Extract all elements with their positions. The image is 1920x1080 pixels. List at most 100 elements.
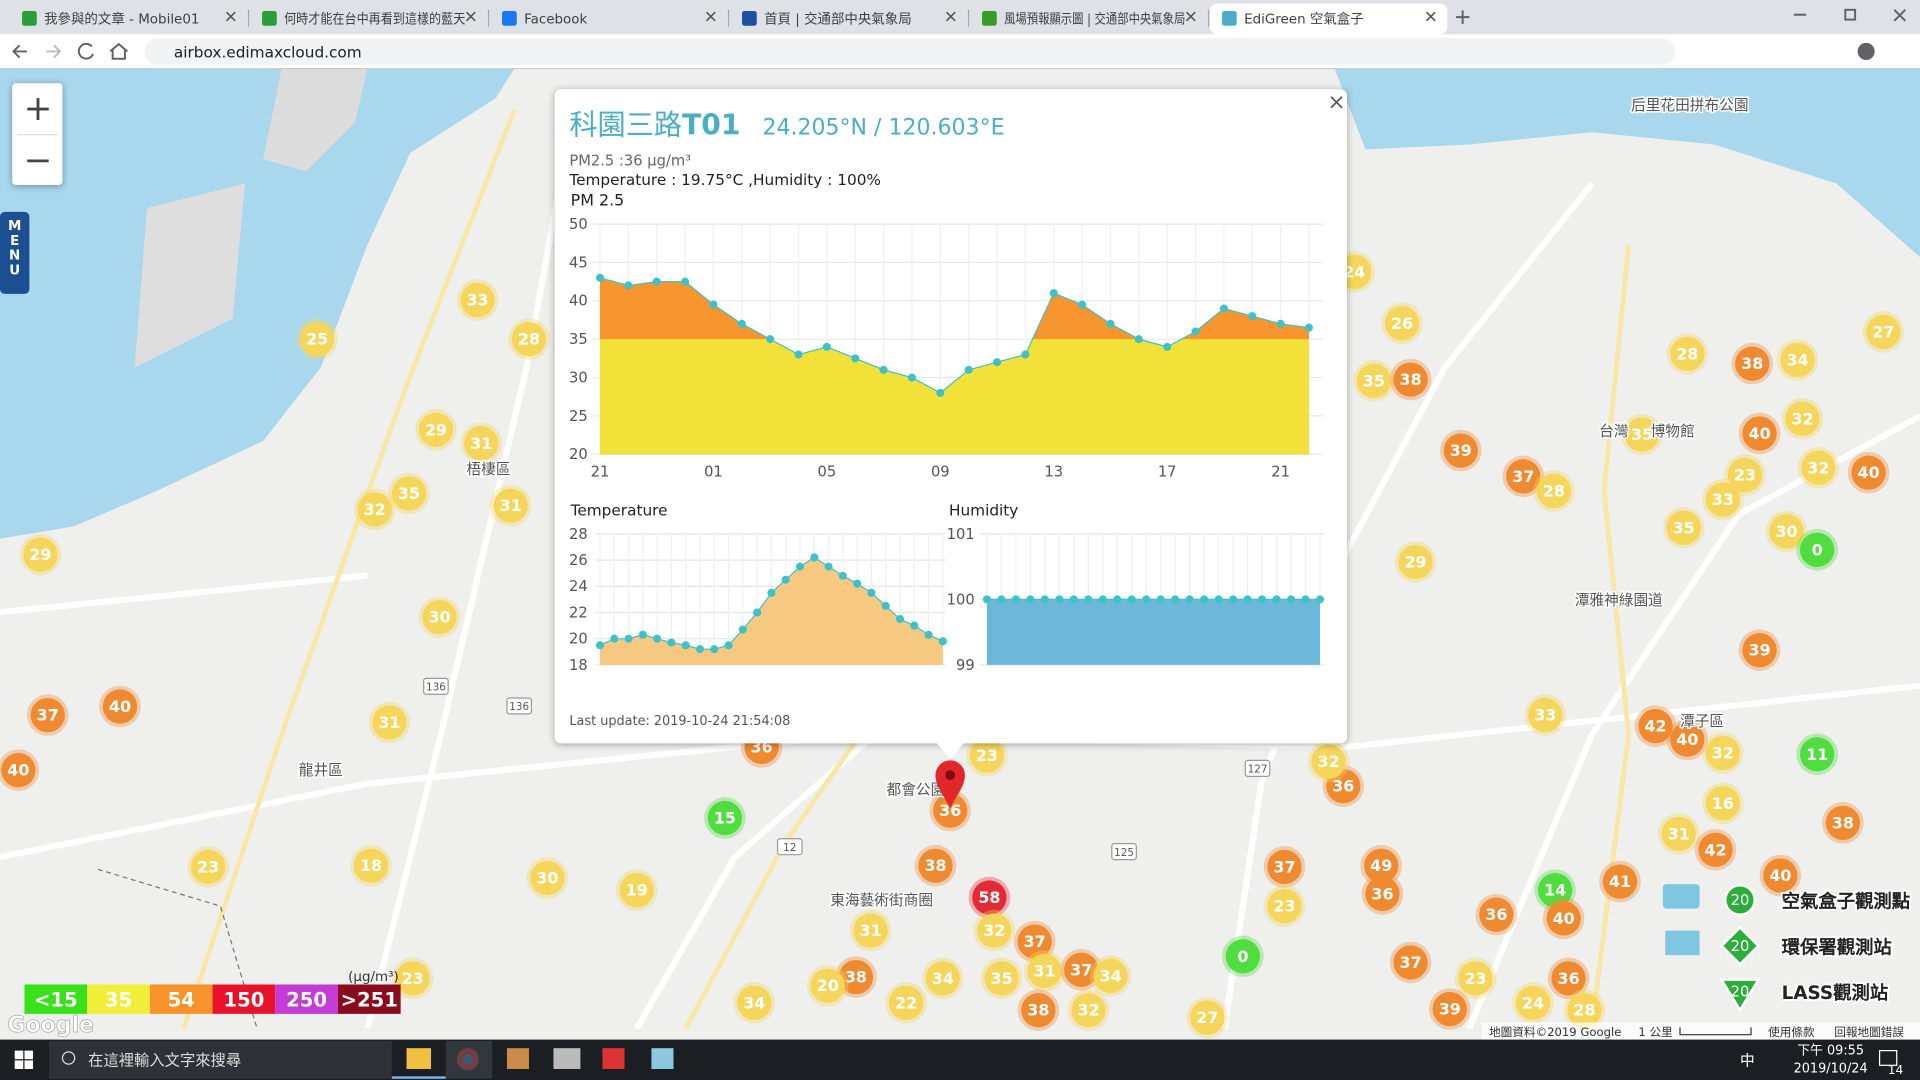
marker[interactable] [1800,532,1835,567]
search-box[interactable] [48,1040,392,1079]
marker[interactable] [619,873,654,908]
marker[interactable] [1661,816,1696,852]
marker[interactable] [1356,363,1392,398]
marker[interactable] [1624,417,1660,452]
marker[interactable] [1267,888,1302,924]
tab-close[interactable] [1185,11,1196,22]
marker[interactable] [1800,737,1835,772]
marker[interactable] [1071,993,1106,1028]
marker[interactable] [1267,849,1302,885]
marker[interactable] [1638,708,1673,744]
tab[interactable] [1209,3,1448,35]
marker[interactable] [1825,805,1860,840]
profile[interactable] [1857,42,1875,60]
marker[interactable] [1365,876,1400,912]
marker[interactable] [1479,897,1514,932]
start[interactable] [14,1050,34,1069]
marker[interactable] [1506,459,1541,494]
app[interactable] [506,1048,529,1069]
notify-icon[interactable] [1878,1050,1898,1066]
marker[interactable] [418,412,454,447]
marker[interactable] [918,848,953,883]
ime[interactable]: 中 [1740,1052,1755,1069]
marker[interactable] [1769,514,1804,549]
marker[interactable] [1064,952,1099,987]
marker[interactable] [1027,953,1062,989]
marker[interactable] [1393,362,1428,397]
tab-title[interactable]: Facebook [524,12,587,27]
tab-title[interactable]: EdiGreen 空氣盒子 [1244,10,1364,27]
marker[interactable] [1225,939,1260,974]
clock-time[interactable]: 下午 09:55 [1797,1043,1864,1058]
marker[interactable] [1666,510,1701,545]
marker[interactable] [1567,993,1602,1028]
marker[interactable] [530,860,565,896]
marker[interactable] [1742,416,1777,451]
url[interactable]: airbox.edimaxcloud.com [174,44,362,62]
marker[interactable] [1763,858,1798,893]
marker[interactable] [1780,342,1815,378]
marker[interactable] [391,476,427,511]
marker[interactable] [1801,450,1836,485]
marker[interactable] [1851,455,1886,490]
marker[interactable] [102,689,138,724]
marker[interactable] [493,488,528,523]
tab-close[interactable] [705,11,716,22]
marker[interactable] [1727,457,1763,493]
marker[interactable] [460,282,495,318]
marker[interactable] [1670,336,1705,372]
marker[interactable] [395,961,430,996]
marker[interactable] [984,961,1019,996]
marker[interactable] [1546,901,1581,936]
marker[interactable] [1398,544,1433,580]
marker[interactable] [707,800,743,836]
marker[interactable] [1190,1000,1225,1035]
tab-title[interactable]: 我參與的文章 - Mobile01 [44,10,199,27]
marker[interactable] [1528,697,1563,733]
marker[interactable] [1458,961,1493,996]
marker[interactable] [511,322,547,357]
marker[interactable] [1742,633,1777,668]
marker[interactable] [1670,722,1705,757]
app-explorer[interactable] [406,1048,432,1069]
marker[interactable] [1705,482,1740,517]
tab-close[interactable] [465,11,476,22]
search-text[interactable]: 在這裡輸入文字來搜尋 [88,1051,241,1069]
marker[interactable] [853,913,888,948]
app[interactable] [651,1048,674,1069]
marker[interactable] [1515,985,1551,1020]
marker[interactable] [1705,735,1740,771]
marker[interactable] [372,705,407,740]
marker[interactable] [969,738,1005,773]
marker[interactable] [1021,993,1056,1028]
app[interactable] [602,1048,625,1069]
marker[interactable] [191,849,226,885]
marker[interactable] [1536,473,1572,509]
tab-close[interactable] [225,11,236,22]
marker[interactable] [1,753,36,788]
marker[interactable] [838,960,874,995]
marker[interactable] [1311,744,1346,779]
marker[interactable] [353,848,389,883]
clock-date[interactable]: 2019/10/24 [1794,1062,1868,1077]
marker[interactable] [977,913,1012,948]
marker[interactable] [1551,961,1586,996]
marker[interactable] [1432,991,1467,1027]
marker[interactable] [1443,433,1478,468]
marker[interactable] [925,961,960,996]
marker[interactable] [422,600,457,635]
marker[interactable] [1093,958,1128,994]
app[interactable] [553,1048,581,1069]
tab-close[interactable] [1425,11,1436,22]
marker[interactable] [300,322,335,357]
marker[interactable] [1602,864,1638,899]
marker[interactable] [1017,924,1052,959]
menu-tab[interactable] [0,211,30,294]
marker[interactable] [23,537,58,572]
popup-close[interactable] [1330,96,1343,109]
marker[interactable] [30,697,65,733]
marker[interactable] [357,492,392,527]
zoom-in[interactable]: + [24,89,53,129]
marker[interactable] [1698,832,1733,867]
